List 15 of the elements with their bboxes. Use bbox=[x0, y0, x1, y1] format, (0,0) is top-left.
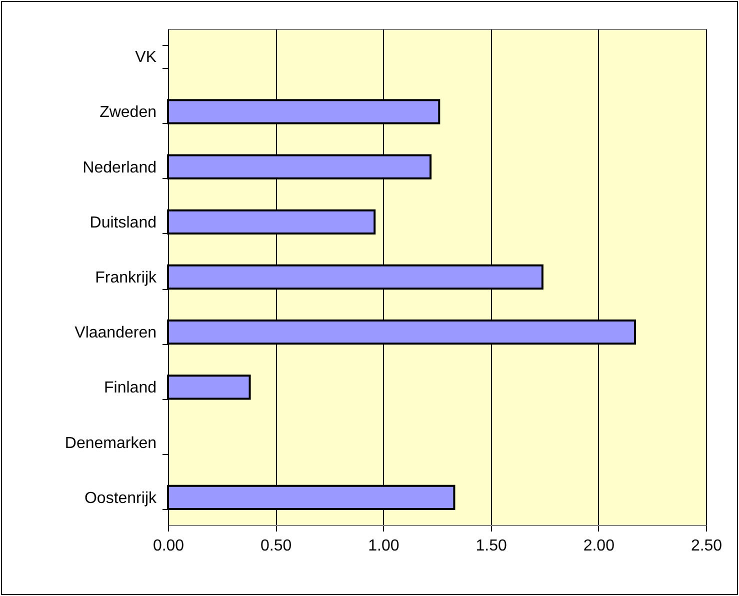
y-tick-label: Nederland bbox=[82, 159, 156, 176]
y-tick-label: Duitsland bbox=[90, 214, 156, 232]
x-tick-label: 2.50 bbox=[690, 538, 722, 554]
x-tick-label: 2.00 bbox=[583, 538, 615, 554]
y-tick-label: Oostenrijk bbox=[84, 490, 158, 507]
y-tick-label: Denemarken bbox=[64, 434, 156, 452]
y-tick-label: VK bbox=[135, 49, 157, 66]
y-tick-label: Frankrijk bbox=[95, 270, 158, 286]
x-tick-label: 0.50 bbox=[260, 538, 292, 554]
y-tick-label: Finland bbox=[104, 380, 156, 397]
y-tick-label: Zweden bbox=[100, 104, 156, 122]
x-tick-label: 1.50 bbox=[476, 538, 507, 554]
y-tick-label: Vlaanderen bbox=[74, 324, 156, 342]
x-tick-label: 1.00 bbox=[368, 538, 400, 554]
x-tick-label: 0.00 bbox=[152, 538, 184, 554]
